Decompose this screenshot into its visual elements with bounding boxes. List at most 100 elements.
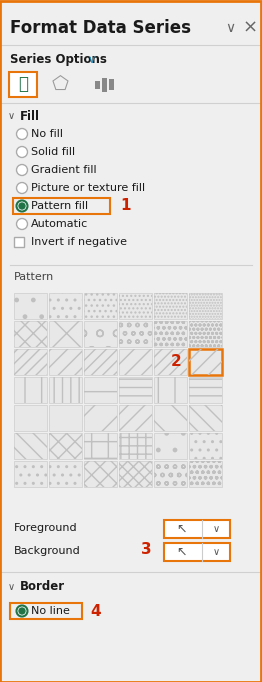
Bar [9, 72, 37, 97]
Circle shape [17, 183, 28, 194]
Text: Foreground: Foreground [14, 523, 78, 533]
Bar [154, 349, 187, 375]
Circle shape [17, 164, 28, 175]
Bar [84, 377, 117, 403]
Bar [49, 293, 82, 319]
Bar [14, 349, 47, 375]
Bar [154, 433, 187, 459]
Bar [14, 433, 47, 459]
Bar [189, 321, 222, 347]
Text: Pattern fill: Pattern fill [31, 201, 88, 211]
Text: ∨: ∨ [212, 524, 220, 534]
Bar [84, 293, 117, 319]
Bar [119, 321, 152, 347]
Circle shape [17, 201, 28, 211]
Bar [164, 543, 230, 561]
Circle shape [17, 128, 28, 140]
Bar [49, 433, 82, 459]
Text: Gradient fill: Gradient fill [31, 165, 97, 175]
Text: Border: Border [20, 580, 65, 593]
Text: Automatic: Automatic [31, 219, 88, 229]
Bar [119, 349, 152, 375]
Bar [49, 377, 82, 403]
Text: Format Data Series: Format Data Series [10, 19, 191, 37]
Text: ↖: ↖ [177, 546, 187, 559]
Bar [189, 349, 222, 375]
Bar [95, 80, 100, 89]
Bar [14, 433, 47, 459]
Bar [119, 405, 152, 431]
Text: Solid fill: Solid fill [31, 147, 75, 157]
Bar [49, 321, 82, 347]
Bar [189, 433, 222, 459]
Bar [109, 79, 114, 90]
Bar [154, 293, 187, 319]
Bar [49, 349, 82, 375]
Text: Background: Background [14, 546, 81, 556]
Bar [49, 377, 82, 403]
Bar [84, 405, 117, 431]
Bar [119, 293, 152, 319]
Bar [119, 321, 152, 347]
Bar [154, 433, 187, 459]
Bar [119, 405, 152, 431]
Bar [14, 461, 47, 487]
Text: ∨: ∨ [212, 547, 220, 557]
Bar [154, 405, 187, 431]
Bar [49, 293, 82, 319]
Bar [189, 461, 222, 487]
Bar [102, 78, 107, 91]
Bar [84, 321, 117, 347]
Bar [10, 603, 82, 619]
Text: 2: 2 [170, 355, 181, 370]
Text: Invert if negative: Invert if negative [31, 237, 127, 247]
Bar [84, 349, 117, 375]
Bar [14, 237, 24, 247]
Bar [49, 321, 82, 347]
Text: ∨: ∨ [8, 582, 15, 592]
Bar [119, 293, 152, 319]
Circle shape [17, 147, 28, 158]
Bar [14, 321, 47, 347]
Bar [119, 461, 152, 487]
Text: Series Options: Series Options [10, 53, 107, 67]
Bar [84, 433, 117, 459]
Text: ×: × [242, 19, 258, 37]
Bar [84, 405, 117, 431]
Bar [14, 293, 47, 319]
Bar [189, 405, 222, 431]
Text: ∨: ∨ [88, 55, 96, 65]
Bar [154, 321, 187, 347]
Bar [189, 405, 222, 431]
Bar [49, 349, 82, 375]
Bar [49, 461, 82, 487]
Text: ⬠: ⬠ [52, 75, 68, 94]
Bar [189, 433, 222, 459]
Bar [154, 461, 187, 487]
Text: 4: 4 [90, 604, 101, 619]
Bar [189, 293, 222, 319]
Text: ∨: ∨ [225, 21, 235, 35]
Bar [14, 349, 47, 375]
Bar [14, 293, 47, 319]
Bar [189, 461, 222, 487]
Bar [13, 198, 110, 214]
Bar [14, 405, 47, 431]
Circle shape [19, 608, 25, 614]
Bar [119, 377, 152, 403]
Text: Picture or texture fill: Picture or texture fill [31, 183, 145, 193]
Bar [14, 405, 47, 431]
Circle shape [19, 203, 25, 209]
Bar [49, 405, 82, 431]
Text: ∨: ∨ [8, 111, 15, 121]
Bar [84, 377, 117, 403]
Text: 1: 1 [120, 198, 130, 213]
Bar [154, 321, 187, 347]
Bar [49, 433, 82, 459]
Text: ↖: ↖ [177, 522, 187, 535]
Bar [119, 377, 152, 403]
Text: No line: No line [31, 606, 70, 616]
Text: No fill: No fill [31, 129, 63, 139]
Bar [154, 377, 187, 403]
Bar [154, 293, 187, 319]
